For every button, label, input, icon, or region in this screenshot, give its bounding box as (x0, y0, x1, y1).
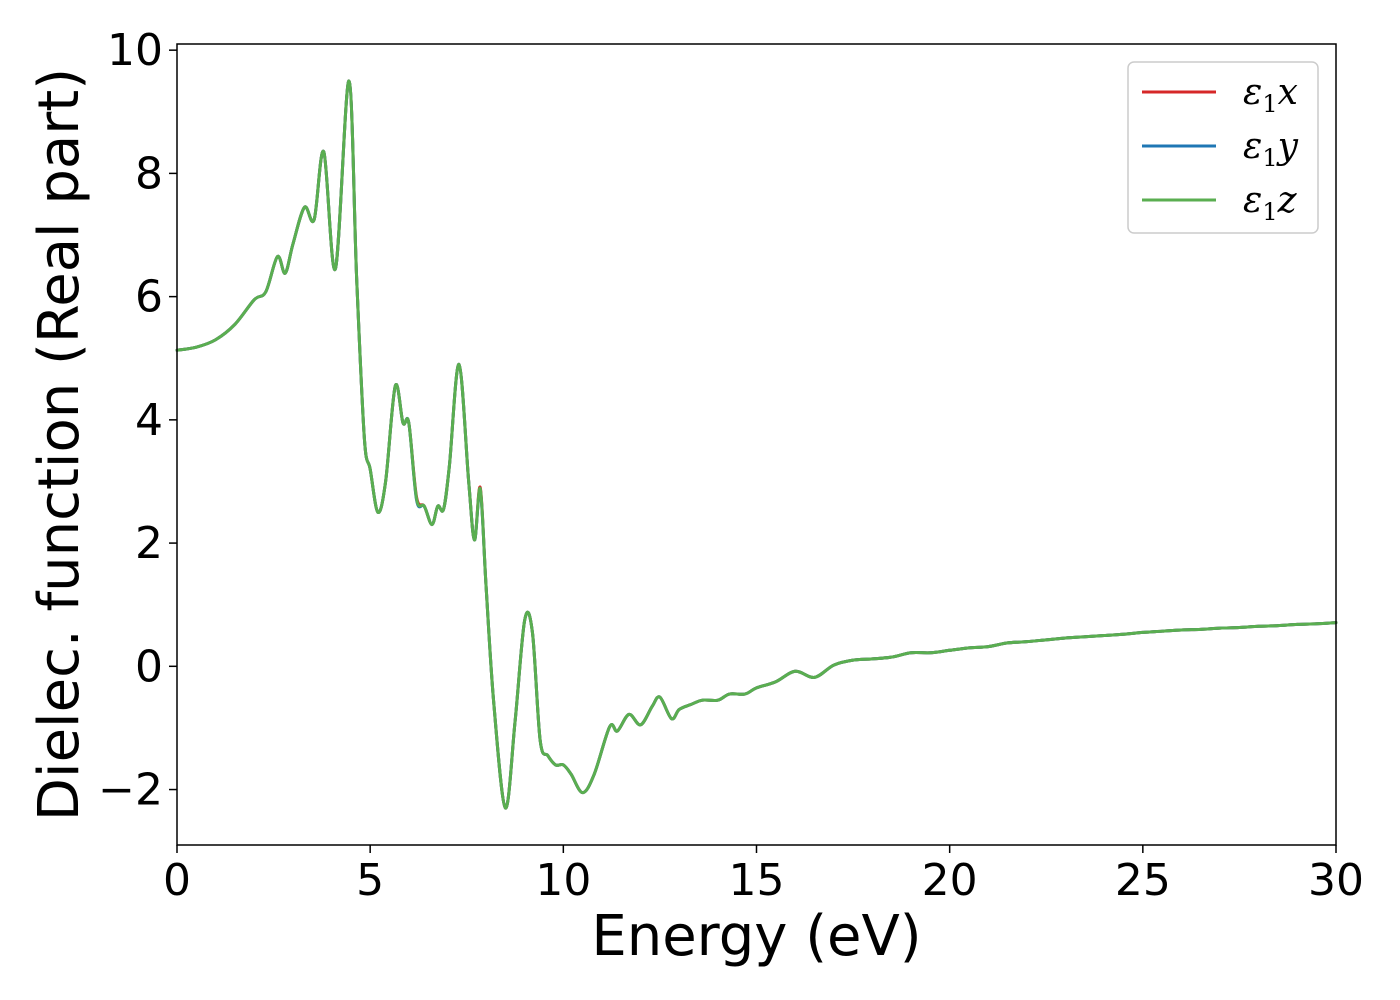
x-tick-label: 30 (1308, 855, 1364, 906)
y-axis: −2 0 2 4 6 8 10 (98, 25, 177, 816)
y-tick-label: 2 (135, 518, 163, 569)
legend-box (1127, 61, 1319, 234)
series-layer (175, 79, 1338, 810)
y-tick-label: −2 (98, 765, 163, 816)
x-tick-label: 25 (1115, 855, 1171, 906)
x-tick-label: 5 (356, 855, 384, 906)
x-tick-label: 10 (535, 855, 591, 906)
y-tick-label: 4 (135, 395, 163, 446)
legend-label-z: ε1z (1243, 180, 1298, 226)
y-tick-label: 10 (107, 25, 163, 76)
x-tick-label: 15 (729, 855, 785, 906)
y-tick-label: 6 (135, 272, 163, 323)
x-tick-label: 20 (922, 855, 978, 906)
y-axis-label: Dielec. function (Real part) (27, 68, 92, 821)
legend: ε1x ε1y ε1z (1127, 61, 1319, 234)
x-axis-label: Energy (eV) (591, 904, 921, 969)
y-tick-label: 0 (135, 641, 163, 692)
y-tick-label: 8 (135, 148, 163, 199)
x-axis: 0 5 10 15 20 25 30 (163, 845, 1364, 906)
legend-label-y: ε1y (1243, 126, 1299, 172)
legend-label-x: ε1x (1243, 72, 1298, 118)
series-line-z (175, 79, 1338, 810)
x-tick-label: 0 (163, 855, 191, 906)
